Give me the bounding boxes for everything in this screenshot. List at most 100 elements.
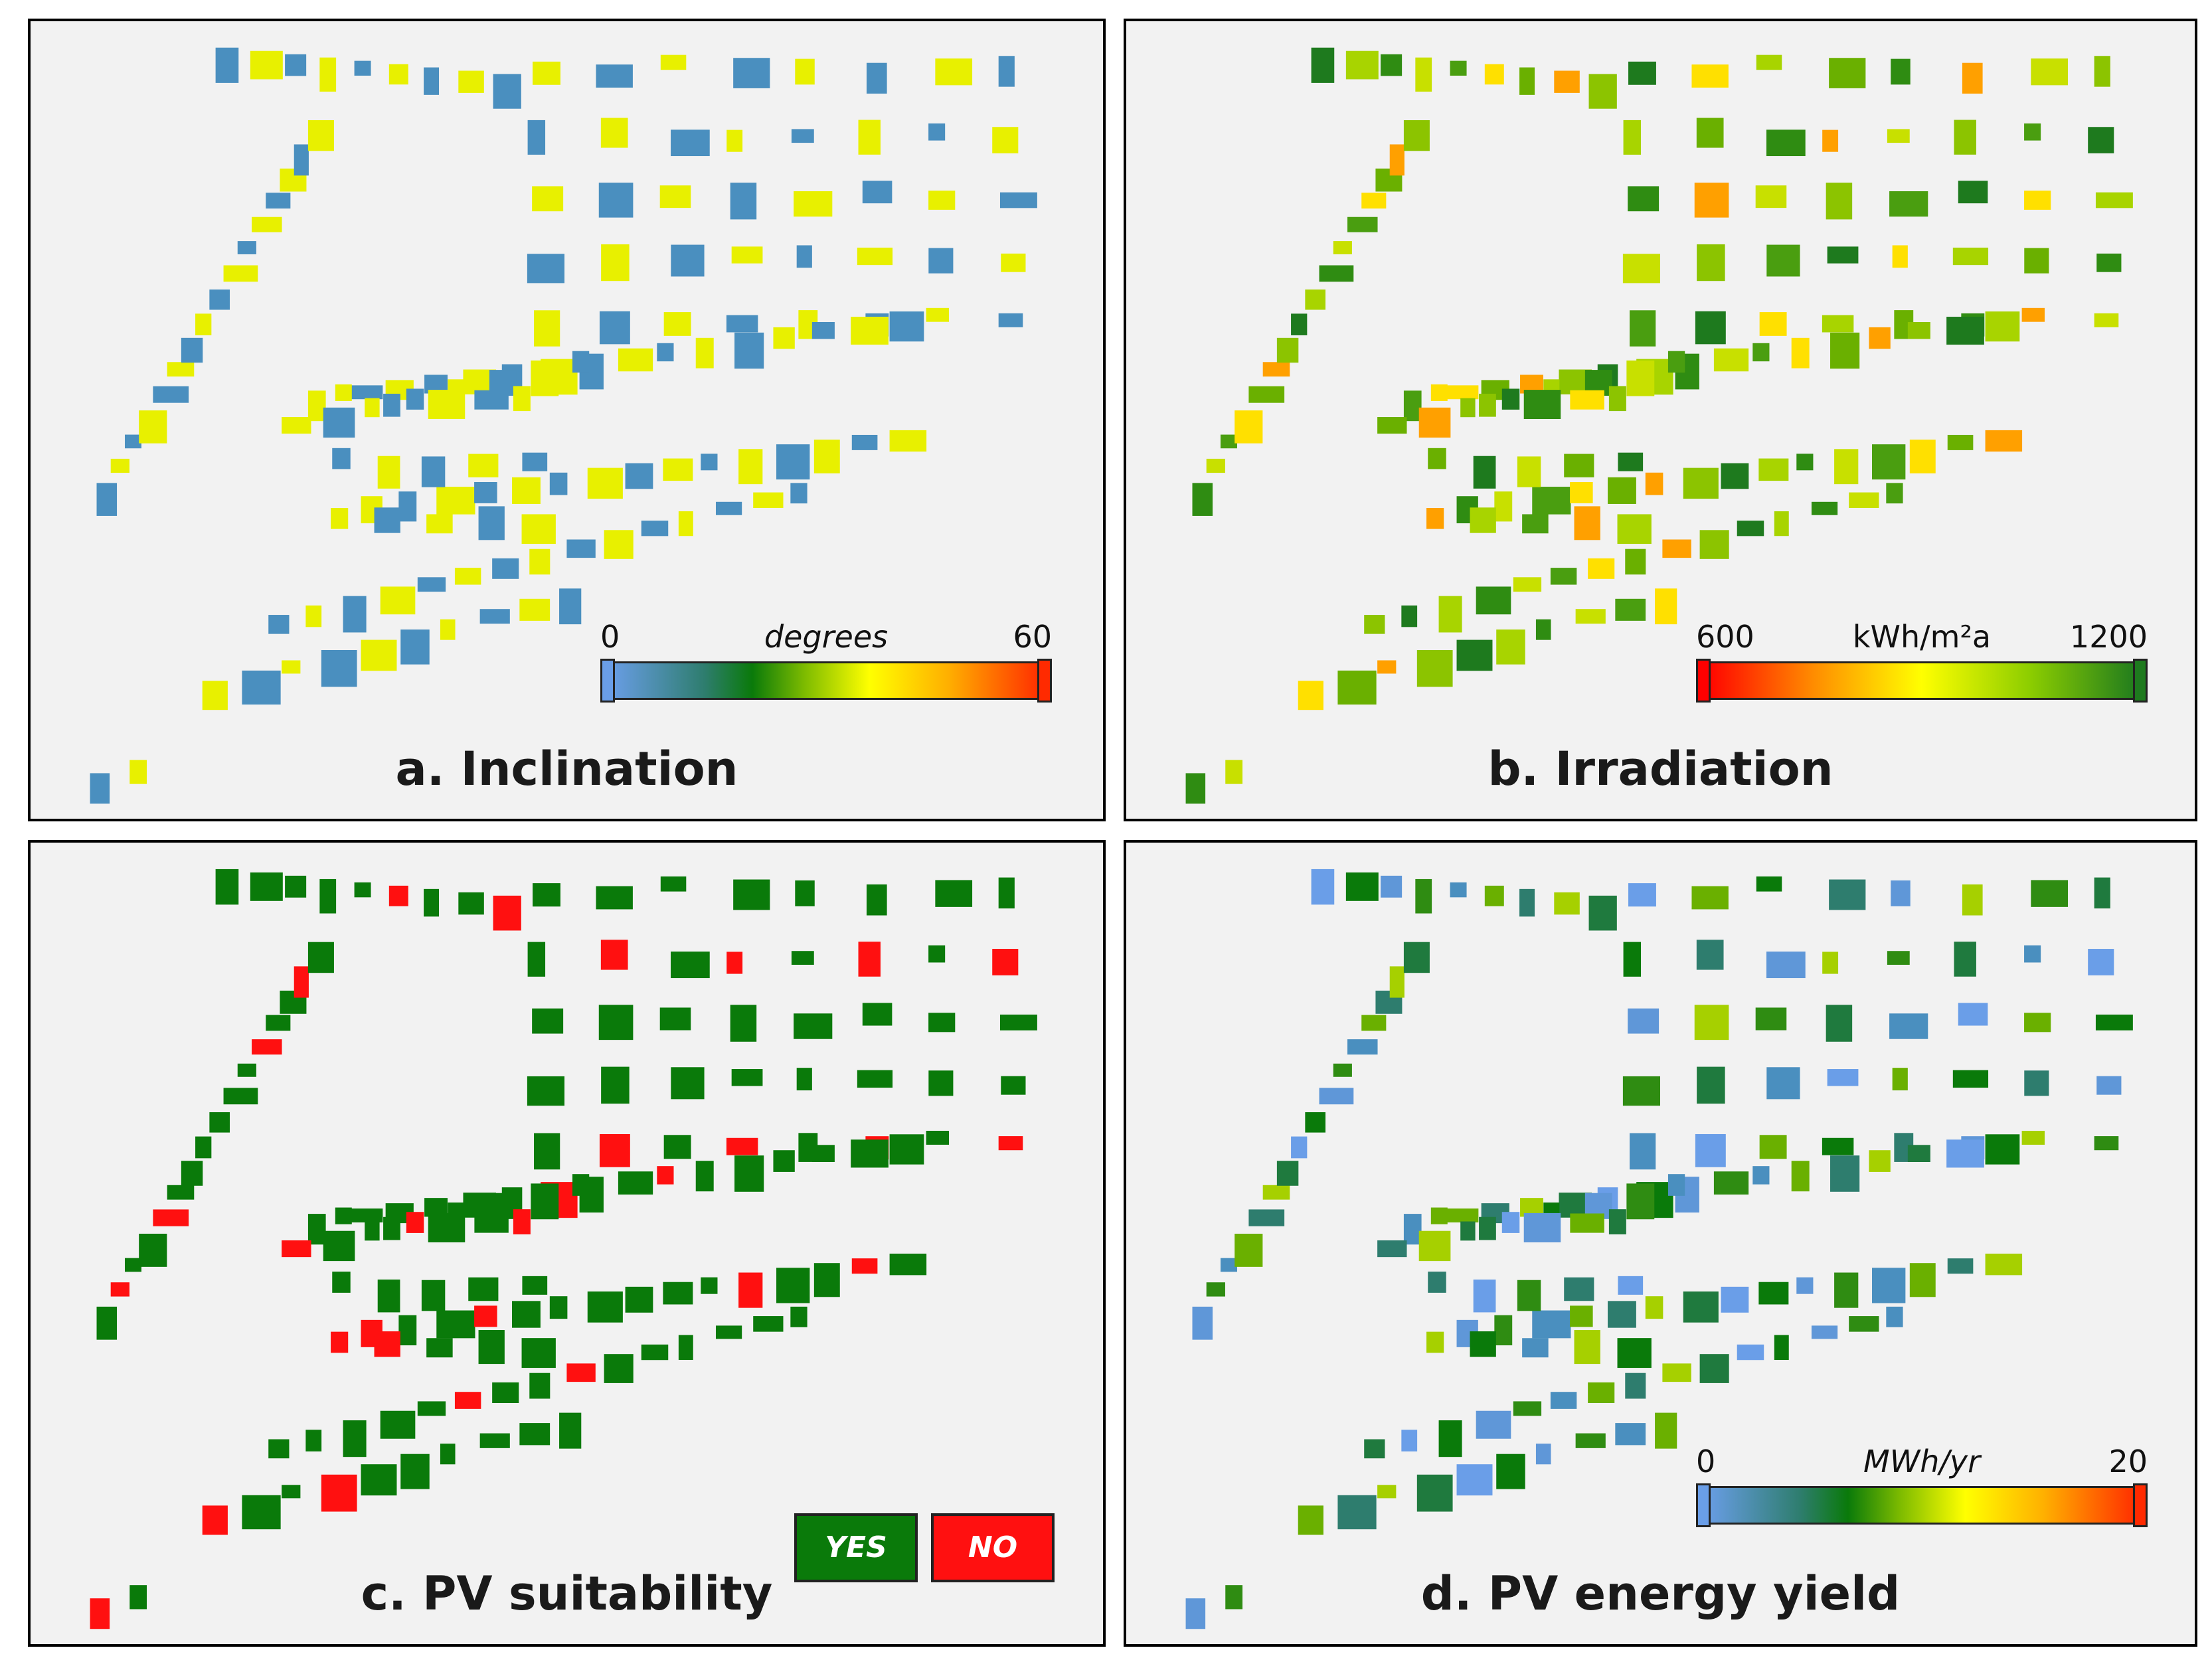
building-footprint: [998, 877, 1015, 909]
building-footprint: [1662, 1363, 1691, 1382]
building-footprint: [1615, 1423, 1646, 1446]
building-footprint: [124, 434, 141, 449]
building-footprint: [421, 456, 446, 487]
building-footprint: [1691, 64, 1729, 88]
building-footprint: [657, 343, 674, 362]
building-footprint: [454, 568, 481, 585]
building-footprint: [1494, 1315, 1513, 1346]
building-footprint: [1713, 348, 1749, 372]
building-footprint: [1655, 1412, 1677, 1449]
building-footprint: [811, 1145, 835, 1163]
building-footprint: [513, 386, 531, 412]
building-footprint: [250, 50, 283, 80]
building-footprint: [202, 681, 228, 710]
building-footprint: [889, 1253, 927, 1276]
building-footprint: [1811, 1325, 1838, 1339]
building-footprint: [1291, 313, 1308, 335]
building-footprint: [1962, 62, 1983, 94]
building-footprint: [1691, 886, 1729, 910]
building-footprint: [209, 290, 230, 310]
building-footprint: [1460, 398, 1476, 418]
building-footprint: [663, 1282, 693, 1305]
building-footprint: [1347, 216, 1378, 232]
building-footprint: [332, 1272, 351, 1293]
building-footprint: [1947, 434, 1974, 450]
legend-min-label: 600: [1696, 619, 1754, 655]
building-footprint: [307, 120, 334, 151]
building-footprint: [1361, 1015, 1387, 1031]
building-footprint: [726, 129, 743, 152]
legend-min-cap: [1696, 1483, 1711, 1527]
building-footprint: [671, 952, 710, 979]
building-footprint: [992, 949, 1019, 975]
building-footprint: [468, 1277, 499, 1301]
building-footprint: [625, 463, 653, 489]
building-footprint: [1872, 444, 1906, 480]
building-footprint: [1766, 129, 1806, 157]
panel-title: c. PV suitability: [361, 1566, 773, 1621]
building-footprint: [458, 892, 484, 915]
building-footprint: [753, 1316, 784, 1332]
building-footprint: [223, 1088, 258, 1105]
building-footprint: [478, 1330, 505, 1365]
building-footprint: [659, 185, 691, 208]
building-footprint: [479, 1433, 510, 1448]
building-footprint: [1319, 1088, 1354, 1105]
inclination-map: [90, 47, 1037, 804]
building-footprint: [1389, 144, 1404, 176]
building-footprint: [549, 472, 568, 495]
legend-max-label: 1200: [2069, 619, 2148, 655]
building-footprint: [440, 1444, 456, 1465]
building-footprint: [319, 878, 337, 914]
building-footprint: [1628, 186, 1659, 212]
building-footprint: [1889, 1013, 1928, 1039]
building-footprint: [587, 1291, 623, 1323]
building-footprint: [153, 386, 189, 403]
building-footprint: [1532, 487, 1571, 515]
building-footprint: [773, 1150, 795, 1172]
building-footprint: [529, 548, 551, 575]
building-footprint: [1456, 639, 1493, 671]
building-footprint: [1766, 952, 1806, 979]
building-footprint: [492, 558, 519, 579]
building-footprint: [1952, 1070, 1989, 1088]
pv-suitability-map: [90, 869, 1037, 1629]
building-footprint: [519, 1423, 551, 1446]
building-footprint: [928, 945, 946, 963]
building-footprint: [926, 1131, 950, 1145]
legend-max-cap: [1037, 659, 1052, 703]
building-footprint: [1333, 241, 1352, 254]
building-footprint: [1791, 337, 1810, 369]
building-footprint: [858, 942, 881, 977]
building-footprint: [776, 1268, 810, 1303]
building-footprint: [1721, 1286, 1749, 1313]
building-footprint: [1626, 1183, 1655, 1220]
building-footprint: [331, 1331, 349, 1353]
building-footprint: [1234, 410, 1263, 444]
building-footprint: [1623, 120, 1642, 155]
building-footprint: [478, 506, 505, 540]
building-footprint: [862, 1003, 893, 1026]
building-footprint: [380, 586, 416, 615]
building-footprint: [1484, 64, 1504, 85]
building-footprint: [129, 1585, 147, 1610]
building-footprint: [1696, 118, 1724, 148]
building-footprint: [377, 456, 400, 489]
building-footprint: [600, 118, 628, 148]
building-footprint: [671, 129, 710, 157]
building-footprint: [421, 1280, 446, 1311]
building-footprint: [1952, 247, 1989, 266]
building-footprint: [1699, 1354, 1729, 1383]
building-footprint: [436, 487, 475, 515]
building-footprint: [657, 1166, 674, 1185]
building-footprint: [96, 1306, 118, 1340]
building-footprint: [671, 1067, 705, 1100]
building-footprint: [1985, 311, 2020, 342]
building-footprint: [1869, 327, 1891, 349]
building-footprint: [1985, 1134, 2020, 1165]
building-footprint: [928, 248, 954, 274]
building-footprint: [935, 58, 973, 86]
building-footprint: [791, 951, 814, 965]
building-footprint: [343, 596, 367, 633]
building-footprint: [209, 1112, 230, 1133]
